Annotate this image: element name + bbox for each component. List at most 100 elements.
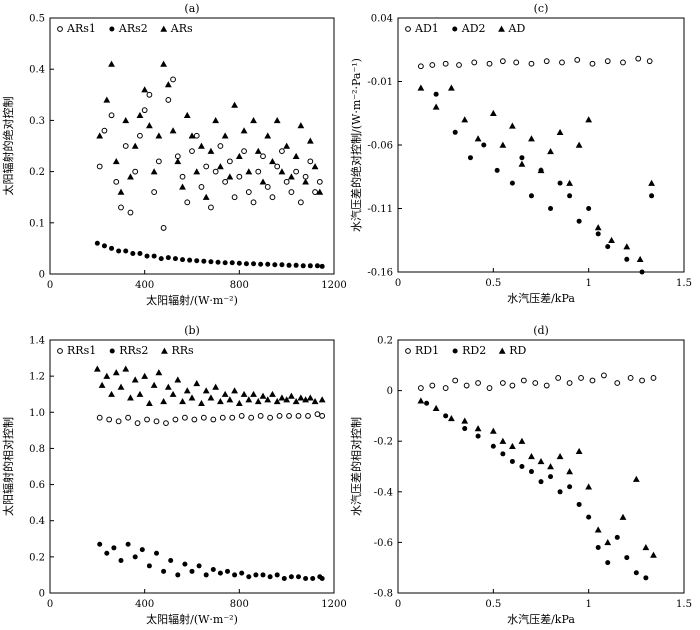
panel-label: (a) [184, 2, 199, 15]
x-tick-label: 800 [230, 280, 249, 291]
x-tick-label: 1.5 [676, 278, 692, 289]
data-point [179, 173, 186, 180]
y-axis-label: 太阳辐射的绝对控制 [1, 97, 15, 196]
series-RRs [93, 365, 326, 406]
data-point [258, 261, 264, 267]
plot-frame [397, 339, 685, 594]
data-point [108, 112, 115, 119]
data-point [303, 576, 309, 582]
data-point [222, 178, 229, 185]
data-point [532, 380, 539, 386]
data-point [500, 451, 506, 457]
legend-marker [161, 347, 168, 354]
x-tick-label: 1.5 [676, 599, 692, 610]
data-point [215, 259, 221, 265]
data-point [447, 84, 455, 91]
data-point [198, 184, 205, 190]
data-point [122, 143, 129, 149]
panel-c: (c) 0 0.5 1 1.5 0.04 -0.01 -0.06 -0.11 -0.16 水汽压差/… [349, 2, 692, 305]
data-point [643, 575, 649, 581]
data-point [146, 91, 153, 98]
data-point [566, 468, 573, 475]
y-tick-label: -0.2 [374, 437, 393, 448]
data-point [649, 193, 655, 199]
plot-frame [397, 17, 685, 273]
data-point [307, 158, 314, 165]
data-point [217, 163, 224, 170]
data-point [316, 178, 323, 185]
data-point [489, 427, 497, 434]
data-point [131, 376, 139, 383]
data-point [273, 398, 281, 405]
data-point [118, 204, 124, 211]
data-point [509, 442, 516, 449]
data-point [589, 377, 596, 384]
series-AD2 [433, 91, 655, 275]
data-point [585, 483, 593, 490]
legend: AD1 AD2 AD [405, 22, 526, 35]
data-point [187, 257, 193, 263]
data-point [151, 189, 158, 195]
data-point [509, 458, 515, 464]
data-point [226, 158, 233, 165]
data-point [210, 416, 217, 423]
data-point [486, 385, 493, 391]
data-point [311, 163, 319, 170]
data-point [614, 534, 620, 540]
data-point [134, 420, 141, 427]
panel-label: (d) [533, 324, 549, 337]
data-point [642, 544, 650, 551]
y-tick-label: 0.2 [29, 167, 45, 178]
data-point [314, 411, 321, 417]
data-point [146, 122, 153, 129]
data-point [251, 261, 257, 267]
series-ARs2 [94, 240, 325, 269]
data-point [200, 414, 207, 421]
data-point [646, 58, 653, 65]
data-point [306, 394, 314, 401]
data-point [528, 452, 535, 460]
data-point [239, 570, 245, 576]
data-point [297, 122, 305, 129]
data-point [235, 399, 243, 406]
series-RD2 [424, 400, 649, 581]
data-point [305, 413, 311, 419]
data-point [155, 132, 163, 139]
data-point [207, 394, 215, 401]
data-point [627, 375, 634, 381]
data-point [574, 57, 581, 63]
data-point [442, 385, 449, 391]
data-point [146, 399, 153, 406]
data-point [319, 576, 325, 582]
data-point [543, 382, 550, 389]
data-point [245, 189, 252, 195]
data-point [255, 168, 262, 175]
data-point [137, 132, 143, 139]
data-point [589, 60, 596, 67]
data-point [103, 96, 111, 103]
series-ARs [96, 60, 324, 200]
data-point [605, 560, 611, 566]
data-point [264, 132, 272, 139]
series-ARs1 [96, 76, 323, 231]
data-point [146, 563, 152, 569]
y-tick-label: 0.4 [29, 516, 45, 527]
legend-entry: AD [508, 22, 526, 35]
y-tick-label: -0.6 [374, 538, 393, 549]
data-point [182, 414, 188, 421]
data-point [172, 256, 178, 262]
data-point [537, 167, 545, 174]
data-point [236, 260, 242, 266]
data-point [499, 437, 507, 444]
data-point [288, 392, 295, 399]
data-point [566, 179, 573, 186]
data-point [318, 396, 326, 403]
data-point [153, 418, 160, 425]
series-RD [417, 397, 657, 558]
data-point [115, 418, 122, 425]
data-point [417, 397, 425, 404]
data-point [567, 193, 573, 199]
data-point [269, 194, 276, 201]
data-point [518, 160, 526, 167]
data-point [292, 152, 300, 159]
